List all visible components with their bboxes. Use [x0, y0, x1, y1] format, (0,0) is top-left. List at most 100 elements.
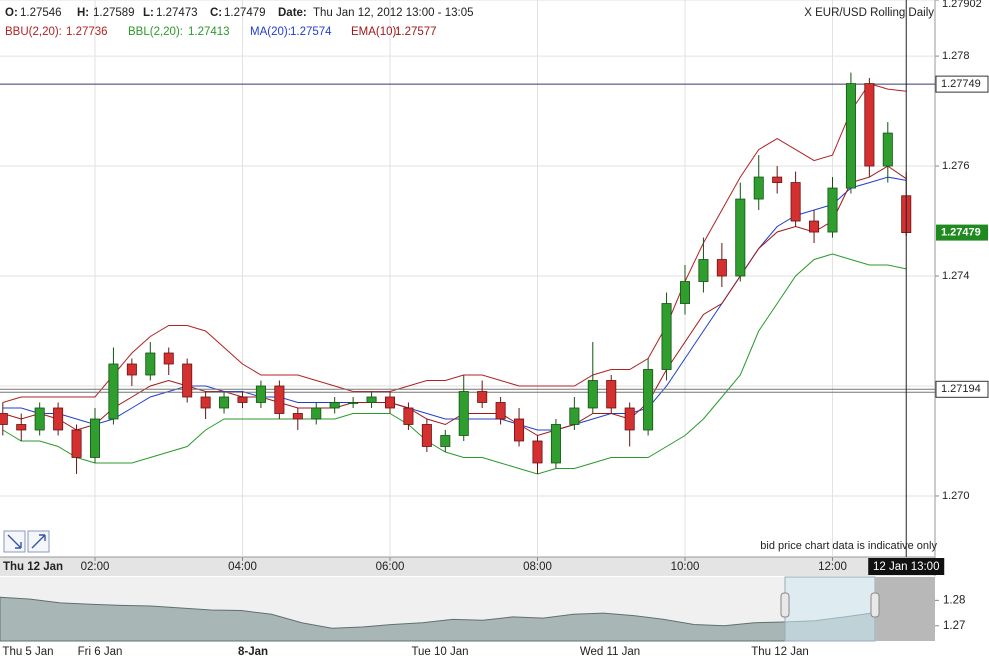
candle-body	[403, 407, 414, 425]
x-tick-label: 10:00	[671, 561, 700, 573]
navigator-outside	[875, 577, 935, 641]
candle-body	[753, 176, 764, 200]
candle-body	[348, 402, 359, 404]
candle-body	[864, 83, 875, 167]
candle-body	[698, 259, 709, 282]
header-label: O:	[5, 7, 18, 19]
y-tick-label: 1.276	[942, 160, 970, 172]
navigator-tick-label: 1.28	[943, 594, 965, 606]
navigator-date-label: Thu 5 Jan	[2, 646, 53, 658]
navigator-date-label: Wed 11 Jan	[580, 646, 640, 658]
instrument-name: X EUR/USD Rolling Daily	[804, 7, 934, 19]
candle-body	[71, 429, 82, 458]
button-icon	[31, 534, 46, 549]
price-axis-panel	[935, 0, 989, 576]
candle-body	[624, 407, 635, 431]
candle-body	[200, 396, 211, 409]
legend-name: EMA(10):	[351, 26, 400, 38]
price-line-label: 1.27749	[941, 78, 981, 90]
candle-body	[827, 187, 838, 233]
x-tick-label: 08:00	[523, 561, 552, 573]
candle-body	[643, 369, 654, 431]
header-label: H:	[77, 7, 89, 19]
candle-body	[384, 396, 395, 409]
candle-body	[53, 407, 64, 431]
navigator-date-label: 8-Jan	[238, 646, 268, 658]
price-line-box	[935, 380, 989, 398]
crosshair-label: 12 Jan 13:00	[873, 561, 940, 573]
candle-body	[550, 424, 561, 464]
candle-body	[274, 385, 285, 414]
indicator-line	[2, 253, 907, 475]
candle-body	[809, 220, 820, 233]
header-date: Thu Jan 12, 2012 13:00 - 13:05	[313, 7, 473, 19]
y-tick-label: 1.278	[942, 50, 970, 62]
x-tick-label: 06:00	[376, 561, 405, 573]
candle-body	[145, 352, 156, 376]
navigator-date-label: Tue 10 Jan	[411, 646, 468, 658]
disclaimer: bid price chart data is indicative only	[760, 540, 937, 552]
price-line-label: 1.27194	[941, 383, 981, 395]
legend-value: 1.27577	[395, 26, 437, 38]
candle-body	[587, 380, 598, 409]
legend-name: MA(20):	[250, 26, 291, 38]
indicator-line	[2, 83, 907, 403]
x-tick-label: 02:00	[81, 561, 110, 573]
button-icon	[7, 534, 22, 549]
header-value: 1.27479	[224, 7, 266, 19]
candle-body	[126, 363, 137, 376]
header-value: 1.27589	[93, 7, 135, 19]
candle-body	[661, 303, 672, 370]
candle-body	[569, 407, 580, 425]
x-tick-label: 12:00	[818, 561, 847, 573]
legend-value: 1.27574	[290, 26, 332, 38]
navigator-date-label: Fri 6 Jan	[78, 646, 123, 658]
candle-body	[89, 418, 100, 458]
y-tick-label: 1.274	[942, 270, 970, 282]
candle-body	[329, 402, 340, 409]
y-tick-label: 1.270	[942, 490, 970, 502]
candle-body	[735, 198, 746, 277]
legend-value: 1.27413	[188, 26, 230, 38]
navigator-date-label: Thu 12 Jan	[751, 646, 809, 658]
candle-body	[495, 402, 506, 420]
last-price-label: 1.27479	[941, 226, 981, 238]
legend-name: BBL(2,20):	[128, 26, 183, 38]
candle-body	[34, 407, 45, 431]
candle-body	[514, 418, 525, 442]
navigator-tick-label: 1.27	[943, 620, 965, 632]
candle-body	[458, 391, 469, 436]
candle-body	[421, 424, 432, 447]
crosshair-box	[868, 558, 945, 575]
zoom-out-button[interactable]	[3, 530, 26, 553]
header-label: Date:	[278, 7, 307, 19]
last-price-box	[936, 224, 988, 241]
candle-body	[255, 385, 266, 403]
navigator-selection	[784, 576, 876, 642]
candle-body	[882, 132, 893, 167]
candle-body	[237, 396, 248, 403]
candle-body	[0, 413, 8, 425]
candle-body	[606, 380, 617, 409]
plot-area	[0, 0, 935, 557]
candle-body	[311, 407, 322, 420]
candle-body	[772, 176, 783, 183]
navigator-handle[interactable]	[780, 592, 790, 618]
legend-name: BBU(2,20):	[5, 26, 62, 38]
candle-body	[108, 363, 119, 420]
candle-body	[440, 435, 451, 447]
candle-body	[790, 182, 801, 222]
header-value: 1.27546	[20, 7, 62, 19]
candle-body	[716, 259, 727, 277]
candle-body	[845, 83, 856, 189]
time-axis-bar	[0, 557, 935, 576]
candle-body	[16, 424, 27, 431]
header-value: 1.27473	[156, 7, 198, 19]
indicator-line	[2, 165, 907, 437]
navigator-handle[interactable]	[870, 592, 880, 618]
candle-body	[219, 396, 230, 409]
legend-value: 1.27736	[66, 26, 108, 38]
zoom-in-button[interactable]	[27, 530, 50, 553]
